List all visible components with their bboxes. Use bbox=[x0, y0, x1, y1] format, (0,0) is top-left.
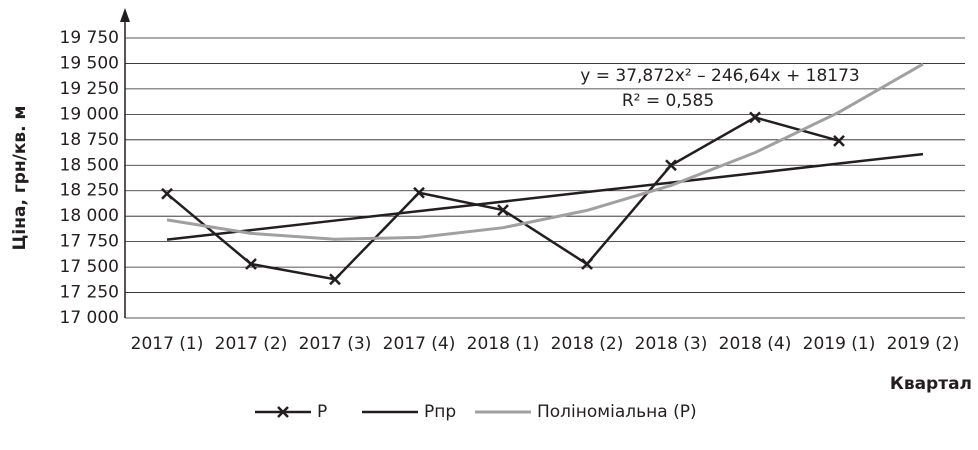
legend-label: Поліноміальна (Р) bbox=[537, 402, 697, 422]
marker bbox=[161, 187, 173, 200]
marker bbox=[581, 258, 593, 270]
y-tick-label: 18 500 bbox=[60, 155, 119, 175]
legend-marker bbox=[277, 406, 289, 418]
marker bbox=[665, 159, 677, 172]
y-axis-arrow bbox=[120, 8, 130, 22]
series-line bbox=[166, 62, 924, 241]
y-tick-label: 19 250 bbox=[60, 79, 119, 99]
y-tick-label: 19 750 bbox=[60, 28, 119, 48]
legend-label: Р bbox=[317, 402, 327, 422]
y-tick-label: 17 500 bbox=[60, 257, 119, 277]
y-tick-label: 18 250 bbox=[60, 181, 119, 201]
x-tick-label: 2017 (3) bbox=[299, 334, 372, 354]
x-tick-label: 2018 (4) bbox=[719, 334, 792, 354]
series-line bbox=[166, 116, 840, 281]
legend-label: Рпр bbox=[424, 402, 456, 422]
annotation: R² = 0,585 bbox=[622, 91, 714, 111]
x-tick-label: 2017 (1) bbox=[131, 334, 204, 354]
y-tick-label: 19 500 bbox=[60, 53, 119, 73]
x-tick-label: 2018 (2) bbox=[551, 334, 624, 354]
y-tick-label: 17 000 bbox=[60, 308, 119, 328]
annotation: y = 37,872x² – 246,64x + 18173 bbox=[580, 66, 859, 86]
y-tick-label: 17 250 bbox=[60, 283, 119, 303]
marker bbox=[329, 273, 341, 286]
x-tick-label: 2018 (3) bbox=[635, 334, 708, 354]
marker bbox=[749, 111, 761, 124]
y-tick-label: 18 750 bbox=[60, 130, 119, 150]
marker bbox=[245, 258, 257, 270]
marker bbox=[497, 204, 509, 216]
x-tick-label: 2018 (1) bbox=[467, 334, 540, 354]
x-axis-label: Квартал bbox=[890, 374, 972, 394]
y-axis-label: Ціна, грн/кв. м bbox=[10, 106, 30, 251]
series-line bbox=[166, 152, 924, 241]
x-tick-label: 2019 (1) bbox=[803, 334, 876, 354]
x-tick-label: 2019 (2) bbox=[887, 334, 960, 354]
marker bbox=[413, 186, 425, 199]
x-tick-label: 2017 (2) bbox=[215, 334, 288, 354]
y-tick-label: 19 000 bbox=[60, 104, 119, 124]
x-tick-label: 2017 (4) bbox=[383, 334, 456, 354]
y-tick-label: 17 750 bbox=[60, 232, 119, 252]
marker bbox=[833, 134, 845, 147]
y-tick-label: 18 000 bbox=[60, 206, 119, 226]
